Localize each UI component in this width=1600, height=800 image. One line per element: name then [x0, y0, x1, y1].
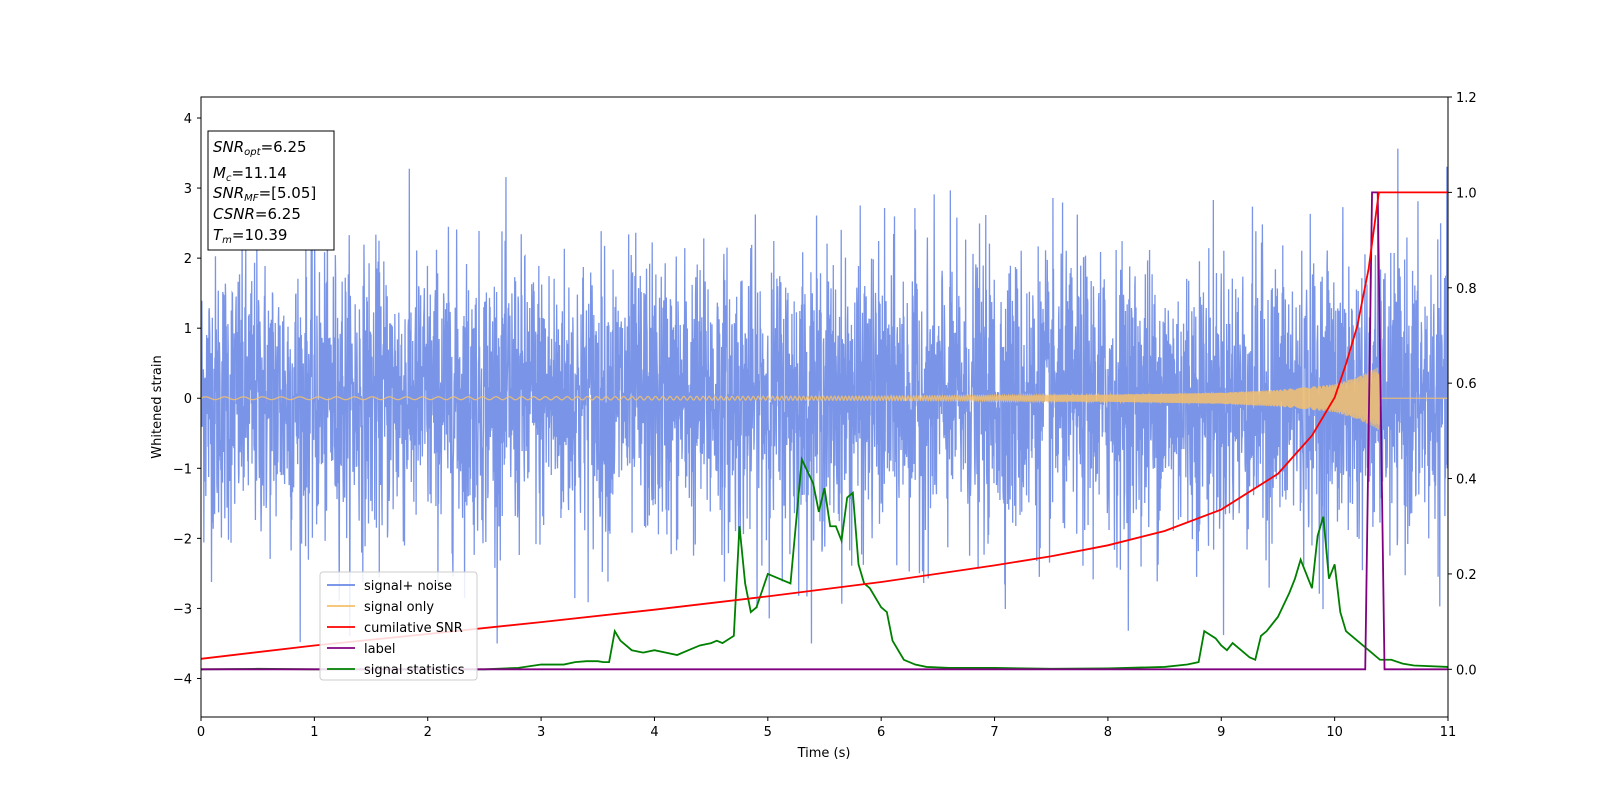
right-tick-label: 1.0 [1456, 186, 1477, 201]
left-tick-label: 2 [184, 252, 192, 267]
info-snr-mf: SNRMF=[5.05] [213, 184, 316, 204]
x-tick-label: 5 [764, 725, 772, 740]
x-tick-label: 11 [1440, 725, 1457, 740]
info-merger-time: Tm=10.39 [213, 226, 287, 246]
info-csnr: CSNR=6.25 [213, 205, 301, 223]
left-tick-label: −2 [173, 532, 192, 547]
x-tick-label: 7 [990, 725, 998, 740]
x-tick-label: 2 [424, 725, 432, 740]
left-tick-label: 0 [184, 392, 192, 407]
left-y-axis: −4 −3 −2 −1 0 1 2 3 4 [173, 112, 201, 687]
info-box: SNRopt=6.25 Mc=11.14 SNRMF=[5.05] CSNR=6… [207, 130, 335, 251]
left-tick-label: 4 [184, 112, 192, 127]
legend: signal+ noise signal only cumilative SNR… [319, 571, 478, 681]
right-tick-label: 0.2 [1456, 568, 1477, 583]
x-tick-label: 3 [537, 725, 545, 740]
right-tick-label: 0.4 [1456, 473, 1477, 488]
right-tick-label: 0.0 [1456, 663, 1477, 678]
left-tick-label: −4 [173, 672, 192, 687]
x-axis-label: Time (s) [797, 746, 851, 761]
right-axis-series-layer [201, 191, 1448, 671]
info-snr-opt: SNRopt=6.25 [213, 138, 307, 158]
series-signal-only [201, 367, 1448, 430]
left-tick-label: −1 [173, 462, 192, 477]
legend-label-statistics: signal statistics [364, 663, 465, 678]
noise-series-layer [201, 148, 1448, 644]
x-tick-label: 8 [1104, 725, 1112, 740]
plot-frame [200, 96, 1449, 718]
left-tick-label: 1 [184, 322, 192, 337]
legend-label-label: label [364, 642, 395, 657]
legend-frame [319, 571, 478, 681]
series-signal-statistics [201, 456, 1448, 671]
series-cumulative-snr [201, 191, 1448, 660]
info-box-frame [207, 130, 335, 251]
series-label [201, 191, 1448, 671]
signal-series-layer [201, 367, 1448, 430]
x-axis: 0 1 2 3 4 5 6 7 8 9 10 11 [197, 717, 1456, 740]
legend-label-signal: signal only [364, 600, 434, 615]
right-tick-label: 0.8 [1456, 282, 1477, 297]
x-tick-label: 6 [877, 725, 885, 740]
x-tick-label: 0 [197, 725, 205, 740]
info-chirp-mass: Mc=11.14 [213, 164, 287, 184]
right-tick-label: 1.2 [1456, 91, 1477, 106]
series-signal-noise [201, 148, 1448, 644]
legend-label-noise: signal+ noise [364, 579, 452, 594]
right-tick-label: 0.6 [1456, 377, 1477, 392]
legend-label-cumulative-snr: cumilative SNR [364, 621, 463, 636]
x-tick-label: 9 [1217, 725, 1225, 740]
right-y-axis: 0.0 0.2 0.4 0.6 0.8 1.0 1.2 [1448, 91, 1477, 678]
x-tick-label: 10 [1326, 725, 1343, 740]
left-tick-label: −3 [173, 602, 192, 617]
x-tick-label: 1 [310, 725, 318, 740]
left-tick-label: 3 [184, 182, 192, 197]
y-axis-label: Whitened strain [150, 355, 165, 458]
x-tick-label: 4 [650, 725, 658, 740]
